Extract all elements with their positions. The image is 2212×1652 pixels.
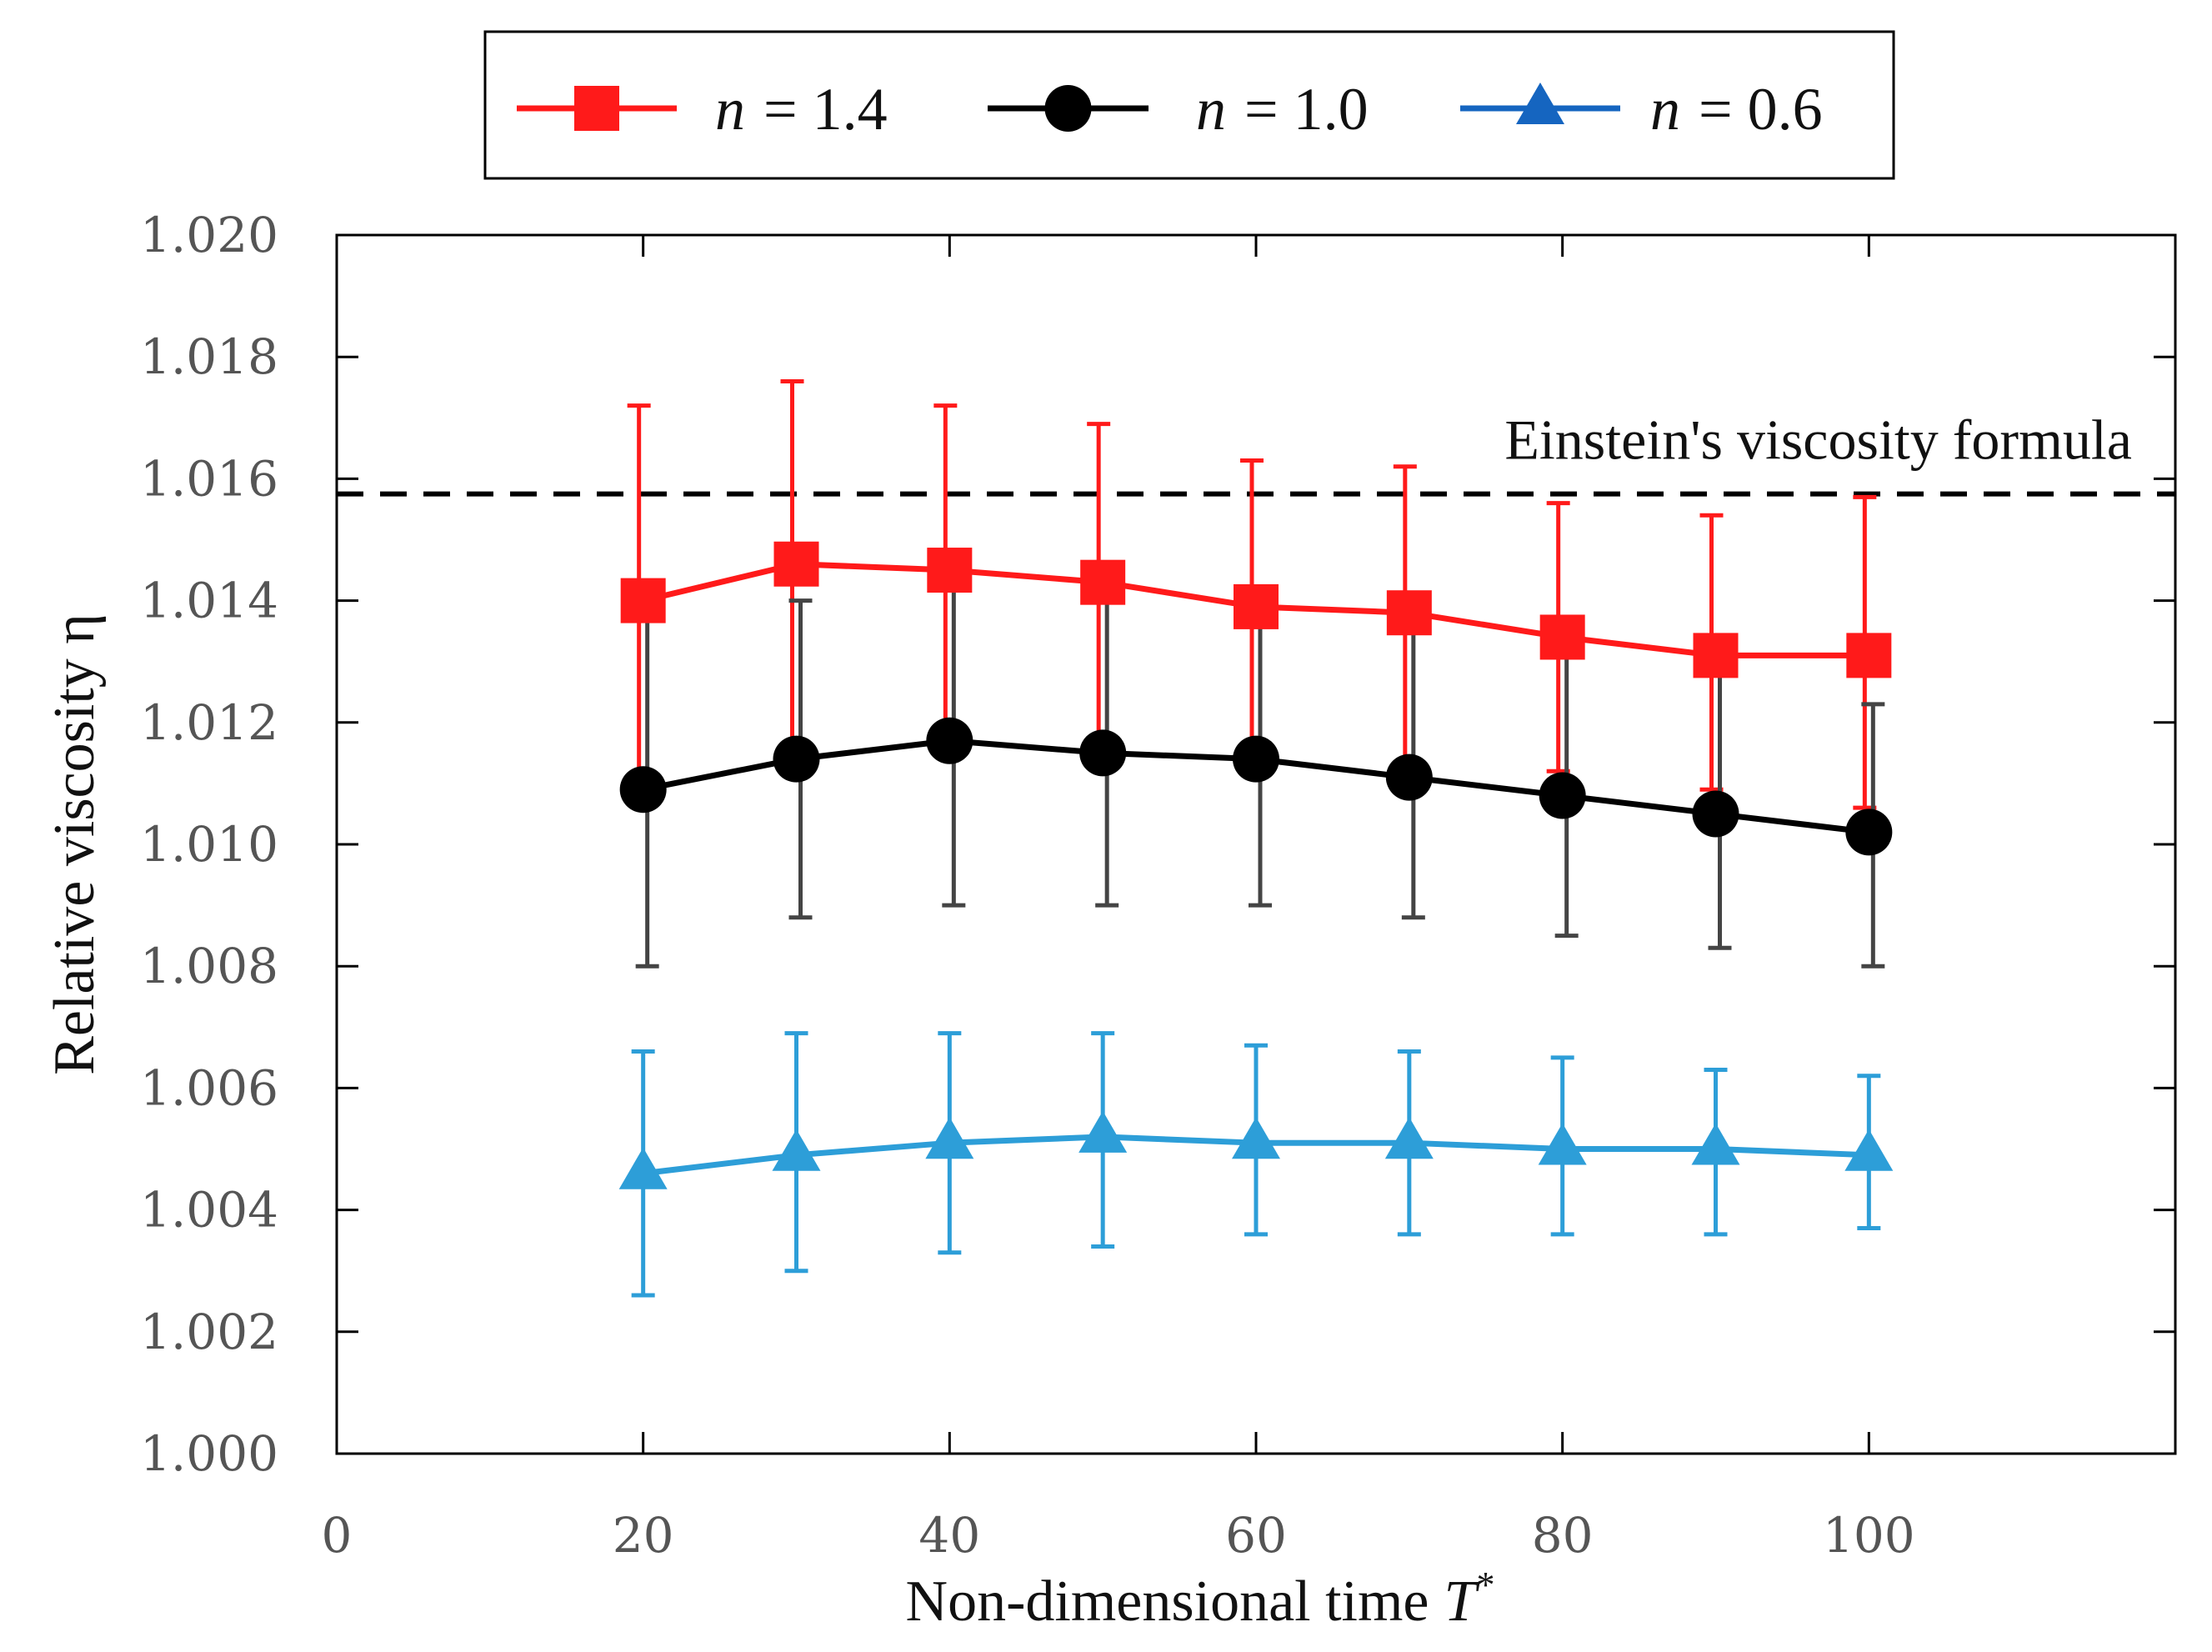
data-point: [1844, 1129, 1894, 1171]
x-tick-label: 40: [918, 1507, 980, 1564]
data-point: [618, 1147, 668, 1189]
data-point: [1539, 772, 1586, 819]
y-tick-label: 1.000: [140, 1425, 278, 1482]
data-point: [1234, 583, 1279, 629]
legend-marker-2: [1516, 83, 1564, 124]
x-tick-label: 80: [1532, 1507, 1594, 1564]
y-tick-label: 1.004: [140, 1182, 278, 1239]
x-tick-label: 0: [322, 1507, 353, 1564]
series-markers: [618, 541, 1894, 1189]
data-point: [773, 735, 820, 783]
x-tick-label: 60: [1225, 1507, 1287, 1564]
data-point: [1539, 614, 1585, 660]
legend: n = 1.4 n = 1.0 n = 0.6: [483, 30, 1895, 180]
data-point: [773, 541, 819, 587]
data-point: [1846, 633, 1892, 678]
data-point: [1080, 559, 1126, 605]
data-point: [1384, 1117, 1434, 1159]
legend-label-1: n = 1.0: [1196, 76, 1369, 143]
legend-label-0: n = 1.4: [715, 76, 888, 143]
data-point: [1079, 729, 1127, 777]
y-tick-label: 1.006: [140, 1059, 278, 1116]
y-tick-label: 1.014: [140, 573, 278, 629]
x-tick-label: 100: [1823, 1507, 1915, 1564]
y-tick-label: 1.016: [140, 450, 278, 507]
data-point: [925, 1117, 974, 1159]
data-point: [1538, 1123, 1587, 1165]
reference-line-label: Einstein's viscosity formula: [1504, 408, 2132, 472]
data-point: [772, 1129, 821, 1171]
y-tick-label: 1.010: [140, 816, 278, 873]
legend-marker-0: [574, 86, 619, 131]
x-axis-label: Non-dimensional time T*: [906, 1564, 1495, 1634]
reference-line-group: Einstein's viscosity formula: [337, 408, 2175, 497]
data-point: [1386, 590, 1432, 636]
y-tick-label: 1.008: [140, 938, 278, 994]
y-axis-label: Relative viscosity η: [43, 613, 107, 1075]
x-tick-label: 20: [613, 1507, 674, 1564]
data-point: [1233, 735, 1279, 783]
data-point: [1845, 808, 1893, 856]
data-point: [927, 548, 973, 593]
legend-box: [483, 30, 1895, 180]
y-tick-label: 1.020: [140, 207, 278, 263]
data-point: [1692, 790, 1739, 838]
data-point: [619, 766, 667, 813]
data-point: [620, 578, 666, 623]
y-tick-label: 1.002: [140, 1304, 278, 1360]
legend-label-2: n = 0.6: [1650, 76, 1823, 143]
axis-ticks: [337, 233, 2175, 1455]
data-point: [1232, 1117, 1280, 1159]
legend-marker-1: [1044, 85, 1092, 132]
data-point: [926, 717, 973, 764]
data-point: [1693, 633, 1739, 678]
data-point: [1078, 1110, 1128, 1153]
data-point: [1691, 1123, 1740, 1165]
tick-labels: 1.000 1.002 1.004 1.006 1.008 1.010 1.012 1.014…: [140, 207, 1915, 1564]
data-point: [1385, 753, 1433, 801]
y-tick-label: 1.012: [140, 694, 278, 751]
y-tick-label: 1.018: [140, 328, 278, 385]
